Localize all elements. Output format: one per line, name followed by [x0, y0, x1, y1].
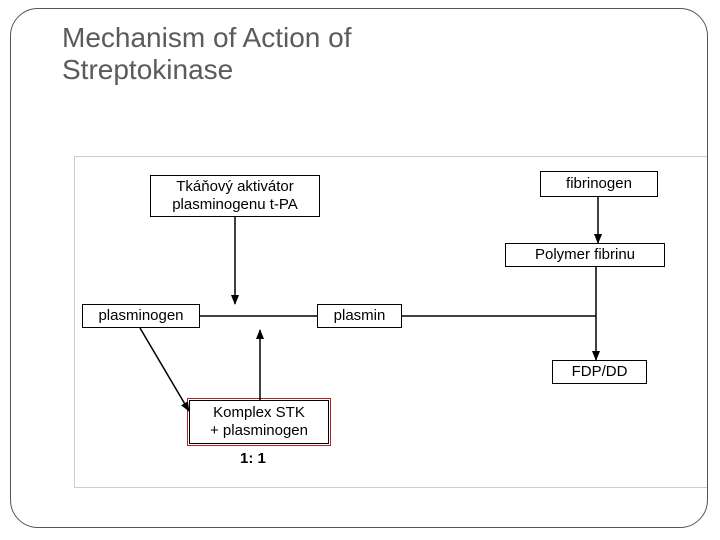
- node-plasminogen: plasminogen: [82, 304, 200, 328]
- page-title: Mechanism of Action of Streptokinase: [62, 22, 462, 86]
- ratio-label: 1: 1: [240, 450, 266, 467]
- node-fibrinogen: fibrinogen: [540, 171, 658, 197]
- node-plasmin: plasmin: [317, 304, 402, 328]
- node-komplex: Komplex STK+ plasminogen: [189, 400, 329, 444]
- node-tpa: Tkáňový aktivátorplasminogenu t-PA: [150, 175, 320, 217]
- node-polymer: Polymer fibrinu: [505, 243, 665, 267]
- node-fdp: FDP/DD: [552, 360, 647, 384]
